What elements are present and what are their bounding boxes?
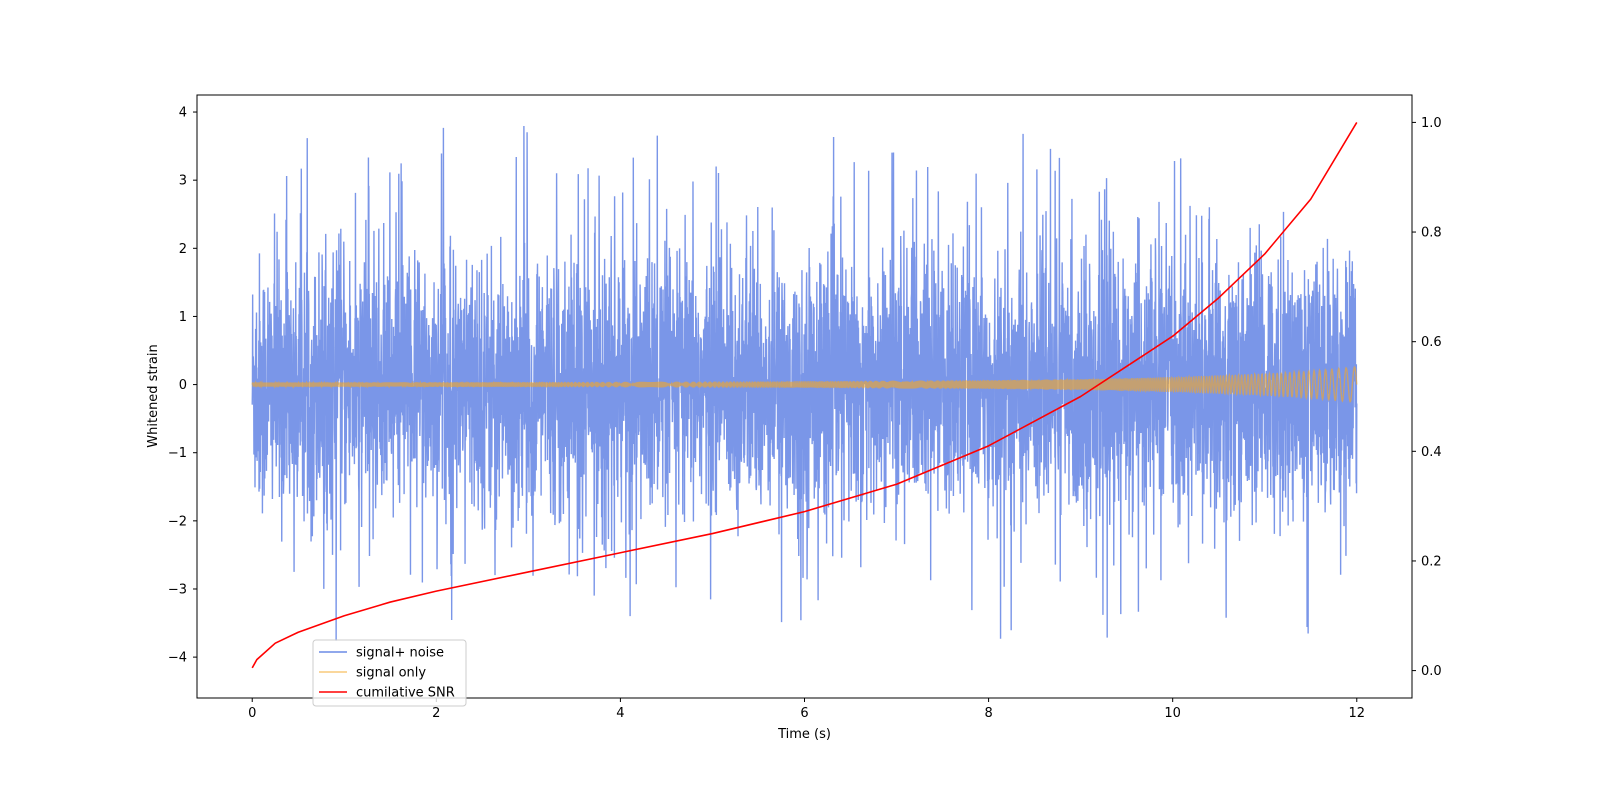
x-tick-label: 0: [248, 706, 256, 721]
x-axis-ticks: 0 2 4 6 8 10 12: [248, 698, 1365, 721]
x-tick-label: 10: [1164, 706, 1181, 721]
x-tick-label: 6: [800, 706, 808, 721]
signal-trace: [251, 365, 1358, 403]
y2-tick-label: 0.2: [1421, 554, 1442, 569]
y-tick-label: −1: [168, 446, 187, 461]
y2-tick-label: 0.4: [1421, 445, 1442, 460]
y-tick-label: 0: [179, 378, 187, 393]
x-tick-label: 4: [616, 706, 624, 721]
y-tick-label: 2: [179, 242, 187, 257]
legend-label-signal-only: signal only: [356, 666, 426, 681]
y-axis-ticks: −4 −3 −2 −1 0 1 2 3 4: [168, 106, 197, 666]
series-cumulative-snr: [251, 121, 1358, 669]
legend: signal+ noise signal only cumilative SNR: [312, 639, 467, 707]
y-tick-label: 4: [179, 106, 187, 121]
y2-tick-label: 1.0: [1421, 116, 1442, 131]
snr-trace: [251, 121, 1358, 669]
y-tick-label: −3: [168, 582, 187, 597]
y-tick-label: 3: [179, 174, 187, 189]
noise-trace: [251, 125, 1358, 642]
y-tick-label: 1: [179, 310, 187, 325]
x-axis-label: Time (s): [777, 727, 831, 742]
x-tick-label: 12: [1348, 706, 1365, 721]
y2-tick-label: 0.8: [1421, 226, 1442, 241]
y2-tick-label: 0.6: [1421, 335, 1442, 350]
x-tick-label: 2: [432, 706, 440, 721]
series-signal-plus-noise: [251, 125, 1358, 642]
legend-label-cumulative-snr: cumilative SNR: [356, 686, 455, 701]
legend-label-signal-plus-noise: signal+ noise: [356, 646, 444, 661]
y-tick-label: −2: [168, 514, 187, 529]
legend-box: [312, 639, 467, 707]
y-axis-label: Whitened strain: [146, 344, 161, 447]
x-tick-label: 8: [984, 706, 992, 721]
y2-axis-ticks: 0.0 0.2 0.4 0.6 0.8 1.0: [1412, 116, 1442, 679]
y-tick-label: −4: [168, 651, 187, 666]
series-signal-only: [251, 365, 1358, 403]
y2-tick-label: 0.0: [1421, 664, 1442, 679]
